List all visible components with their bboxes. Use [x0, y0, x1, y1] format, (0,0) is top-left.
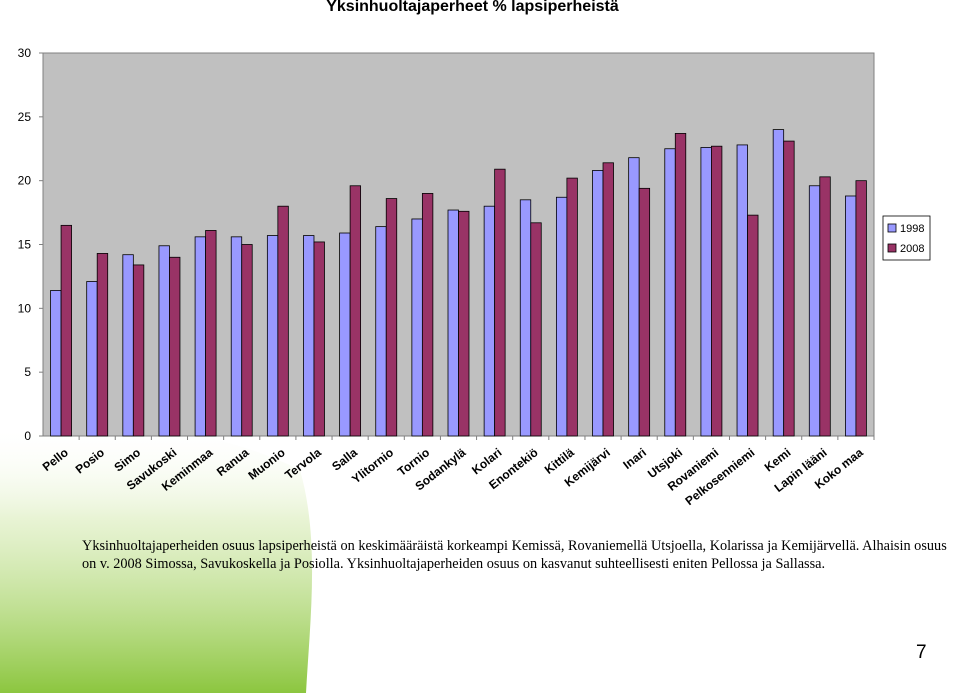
bar-1998-15 [592, 170, 604, 437]
bar-2008-8 [349, 185, 362, 437]
legend: 1998 2008 [882, 215, 931, 261]
bar-1998-19 [736, 144, 748, 437]
bar-2008-6 [277, 205, 289, 437]
legend-box [882, 215, 931, 261]
legend-label-1998: 1998 [900, 223, 924, 235]
bar-1998-11 [447, 209, 459, 437]
bar-1998-10 [411, 218, 423, 437]
bar-1998-0 [50, 290, 62, 437]
chart-description: Yksinhuoltajaperheiden osuus lapsiperhei… [82, 538, 947, 572]
bar-1998-5 [230, 236, 243, 437]
y-axis: 0 5 10 15 20 25 30 [18, 46, 43, 443]
bar-1998-13 [519, 199, 532, 437]
bar-1998-2 [122, 254, 134, 437]
bar-2008-22 [855, 180, 867, 437]
bar-1998-14 [555, 196, 568, 437]
x-axis-labels: Pello Posio SimoSavukoskiKeminmaaRanuaMuon… [40, 445, 866, 508]
bar-1998-4 [194, 236, 206, 437]
y-tick-label: 5 [24, 365, 31, 379]
x-tick-label: Tervola [282, 445, 324, 482]
bar-1998-16 [628, 157, 640, 437]
bar-1998-3 [158, 245, 170, 437]
legend-label-2008: 2008 [900, 243, 924, 255]
bar-2008-4 [205, 230, 217, 437]
bar-2008-18 [711, 145, 723, 437]
bar-2008-16 [638, 187, 651, 437]
legend-swatch-1998 [887, 223, 897, 233]
bar-2008-13 [530, 222, 542, 437]
bar-1998-20 [772, 129, 785, 437]
bar-1998-18 [700, 147, 712, 437]
bar-series [50, 129, 875, 440]
legend-swatch-2008 [887, 243, 897, 253]
y-tick-label: 30 [18, 46, 32, 60]
bar-1998-6 [266, 235, 279, 437]
y-tick-label: 0 [24, 429, 31, 443]
bar-1998-12 [483, 205, 496, 437]
bar-2008-0 [60, 224, 72, 437]
bar-1998-21 [808, 185, 821, 437]
y-tick-label: 15 [18, 238, 32, 252]
bar-2008-11 [458, 210, 470, 437]
bar-2008-12 [494, 168, 506, 437]
y-tick-label: 10 [18, 301, 32, 315]
bar-2008-3 [169, 256, 181, 437]
bar-2008-2 [132, 264, 145, 437]
bar-2008-5 [241, 244, 253, 437]
chart-title: Yksinhuoltajaperheet % lapsiperheistä [326, 0, 619, 15]
bar-1998-7 [303, 235, 315, 437]
bar-2008-10 [421, 193, 434, 437]
bar-1998-1 [86, 281, 98, 437]
bar-1998-22 [845, 195, 857, 437]
bar-2008-14 [566, 177, 578, 437]
bar-1998-8 [339, 232, 351, 437]
bar-2008-15 [602, 162, 614, 437]
x-tick-label: Muonio [245, 445, 287, 482]
bar-2008-21 [819, 176, 831, 437]
x-tick-label: Posio [73, 445, 107, 476]
bar-2008-19 [747, 214, 759, 437]
x-tick-label: Inari [620, 445, 649, 472]
y-tick-label: 20 [18, 174, 32, 188]
y-tick-label: 25 [18, 110, 32, 124]
bar-2008-7 [313, 241, 325, 437]
bar-2008-20 [783, 140, 795, 437]
page-number: 7 [916, 642, 927, 663]
bar-2008-9 [385, 198, 398, 437]
x-tick-label: Pello [40, 445, 71, 474]
bar-1998-9 [375, 226, 387, 437]
bar-1998-17 [664, 148, 676, 437]
bar-2008-17 [674, 133, 687, 437]
bar-2008-1 [96, 253, 109, 437]
x-tick-label: Ylitornio [349, 445, 396, 486]
